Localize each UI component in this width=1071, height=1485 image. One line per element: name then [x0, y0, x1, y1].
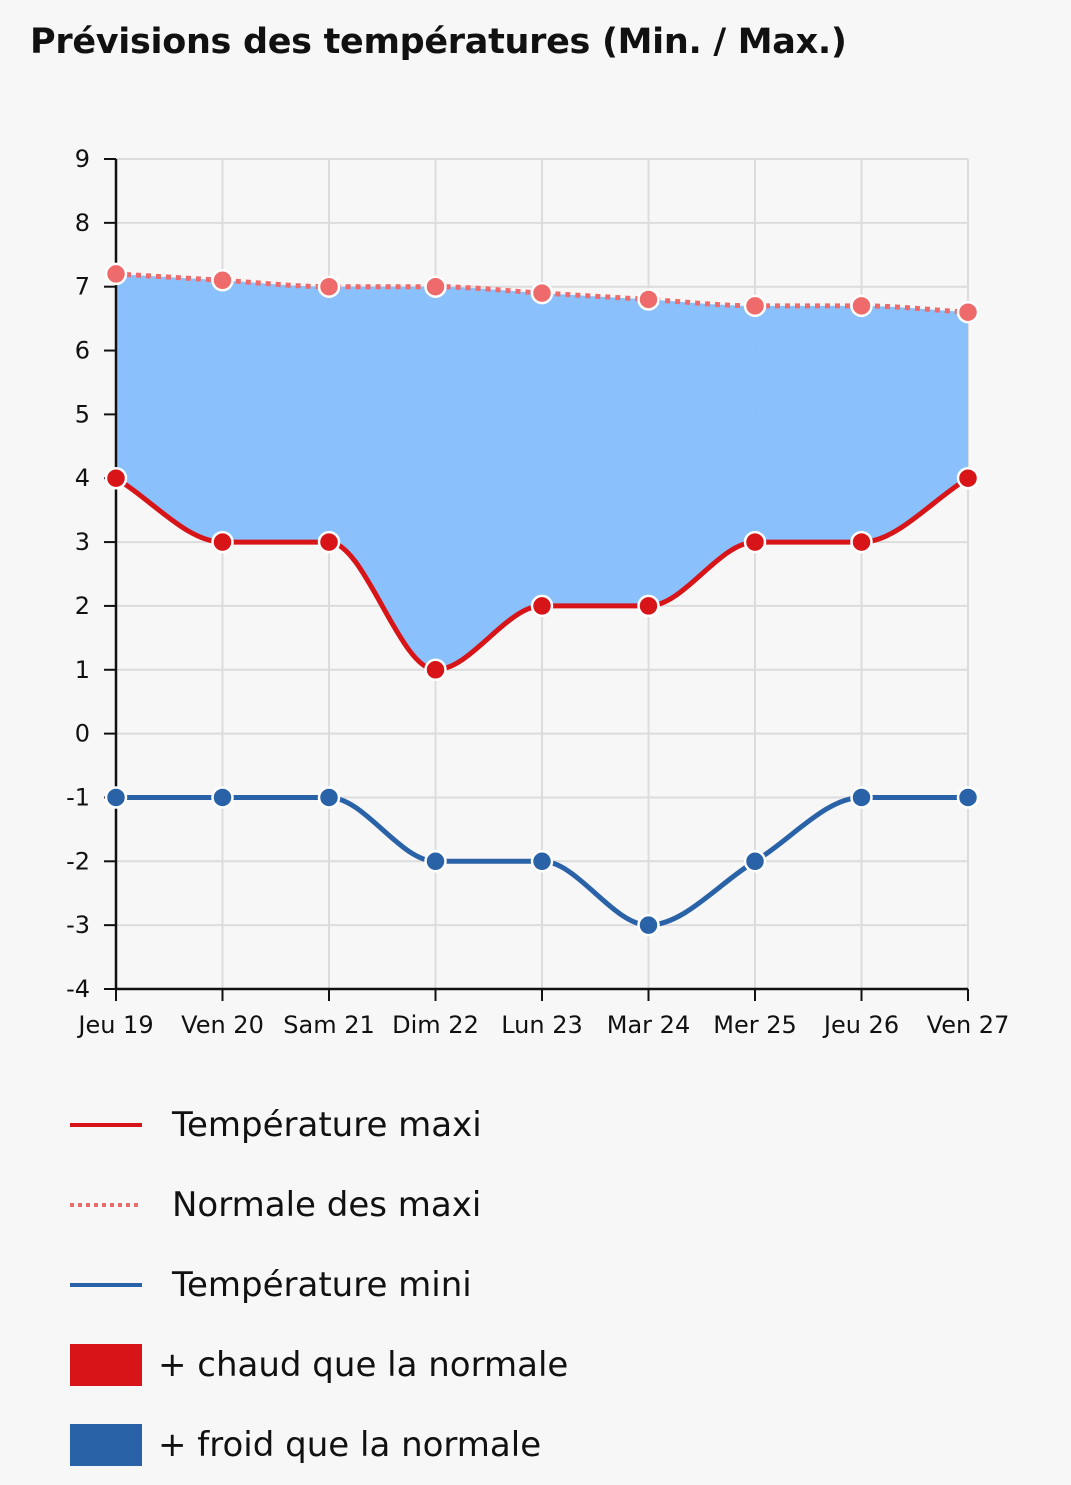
y-tick-label: 0 — [75, 720, 90, 748]
chart-title: Prévisions des températures (Min. / Max.… — [30, 22, 847, 62]
y-tick-label: -2 — [66, 847, 90, 875]
x-tick-label: Mar 24 — [607, 1011, 690, 1039]
legend-swatch-warmer — [70, 1344, 142, 1386]
legend-line-min — [70, 1283, 142, 1287]
min-temp-point — [743, 850, 767, 873]
y-tick-label: 2 — [75, 592, 90, 620]
max-temp-point — [211, 530, 234, 554]
normal-max-point — [104, 262, 128, 286]
normal-max-point — [424, 275, 447, 298]
y-tick-label: 5 — [75, 400, 90, 428]
normal-max-point — [530, 281, 554, 305]
max-temp-point — [956, 466, 980, 490]
normal-max-point — [317, 275, 341, 298]
x-tick-label: Jeu 19 — [76, 1011, 153, 1039]
max-temp-point — [317, 530, 341, 554]
y-tick-label: 1 — [75, 656, 90, 684]
normal-max-point — [956, 300, 980, 324]
temperature-chart: 9 8 7 6 5 4 3 2 1 0 -1 -2 -3 -4 Jeu 19 Ven 20 Sam 21 Dim … — [66, 145, 1010, 1039]
normal-max-point — [850, 294, 873, 318]
min-temp-point — [637, 913, 660, 937]
legend-label-max: Température maxi — [172, 1105, 482, 1145]
x-tick-label: Ven 27 — [927, 1011, 1010, 1039]
max-temp-point — [424, 658, 447, 682]
max-temp-point — [530, 594, 554, 618]
y-tick-label: -1 — [66, 783, 90, 811]
legend-label-normal: Normale des maxi — [172, 1185, 482, 1225]
legend-swatch-colder — [70, 1424, 142, 1466]
min-temp-point — [530, 850, 554, 873]
legend-label-min: Température mini — [172, 1265, 472, 1305]
y-tick-label: 4 — [75, 464, 90, 492]
x-tick-label: Sam 21 — [283, 1011, 375, 1039]
legend-item-max: Température maxi — [70, 1085, 568, 1165]
max-temp-point — [743, 530, 767, 554]
y-tick-label: 9 — [75, 145, 90, 173]
y-tick-label: -3 — [66, 911, 90, 939]
legend-item-colder: + froid que la normale — [70, 1405, 568, 1485]
max-temp-point — [850, 530, 873, 554]
x-tick-label: Mer 25 — [713, 1011, 797, 1039]
legend-line-max — [70, 1123, 142, 1127]
x-tick-label: Dim 22 — [392, 1011, 479, 1039]
legend-item-min: Température mini — [70, 1245, 568, 1325]
legend-label-warmer: + chaud que la normale — [158, 1345, 569, 1385]
min-temp-point — [104, 786, 128, 809]
colder-than-normal-area — [116, 273, 968, 670]
x-tick-label: Ven 20 — [181, 1011, 264, 1039]
min-temp-point — [956, 786, 980, 809]
legend-label-colder: + froid que la normale — [158, 1425, 542, 1465]
y-tick-label: -4 — [66, 975, 90, 1003]
max-temp-point — [104, 466, 128, 490]
x-tick-label: Lun 23 — [501, 1011, 583, 1039]
y-tick-label: 7 — [75, 273, 90, 301]
min-temp-point — [850, 786, 873, 809]
legend-item-warmer: + chaud que la normale — [70, 1325, 568, 1405]
normal-max-point — [637, 288, 660, 311]
x-tick-label: Jeu 26 — [822, 1011, 899, 1039]
normal-max-line — [115, 271, 969, 315]
legend: Température maxi Normale des maxi Tempér… — [70, 1085, 568, 1485]
legend-line-normal — [70, 1203, 142, 1207]
min-temp-point — [424, 850, 447, 873]
y-tick-label: 6 — [75, 337, 90, 365]
normal-max-point — [211, 269, 234, 292]
legend-item-normal: Normale des maxi — [70, 1165, 568, 1245]
min-temp-point — [211, 786, 234, 809]
y-tick-label: 3 — [75, 528, 90, 556]
y-tick-label: 8 — [75, 209, 90, 237]
min-temp-point — [317, 786, 341, 809]
max-temp-point — [637, 594, 660, 618]
normal-max-point — [743, 294, 767, 318]
